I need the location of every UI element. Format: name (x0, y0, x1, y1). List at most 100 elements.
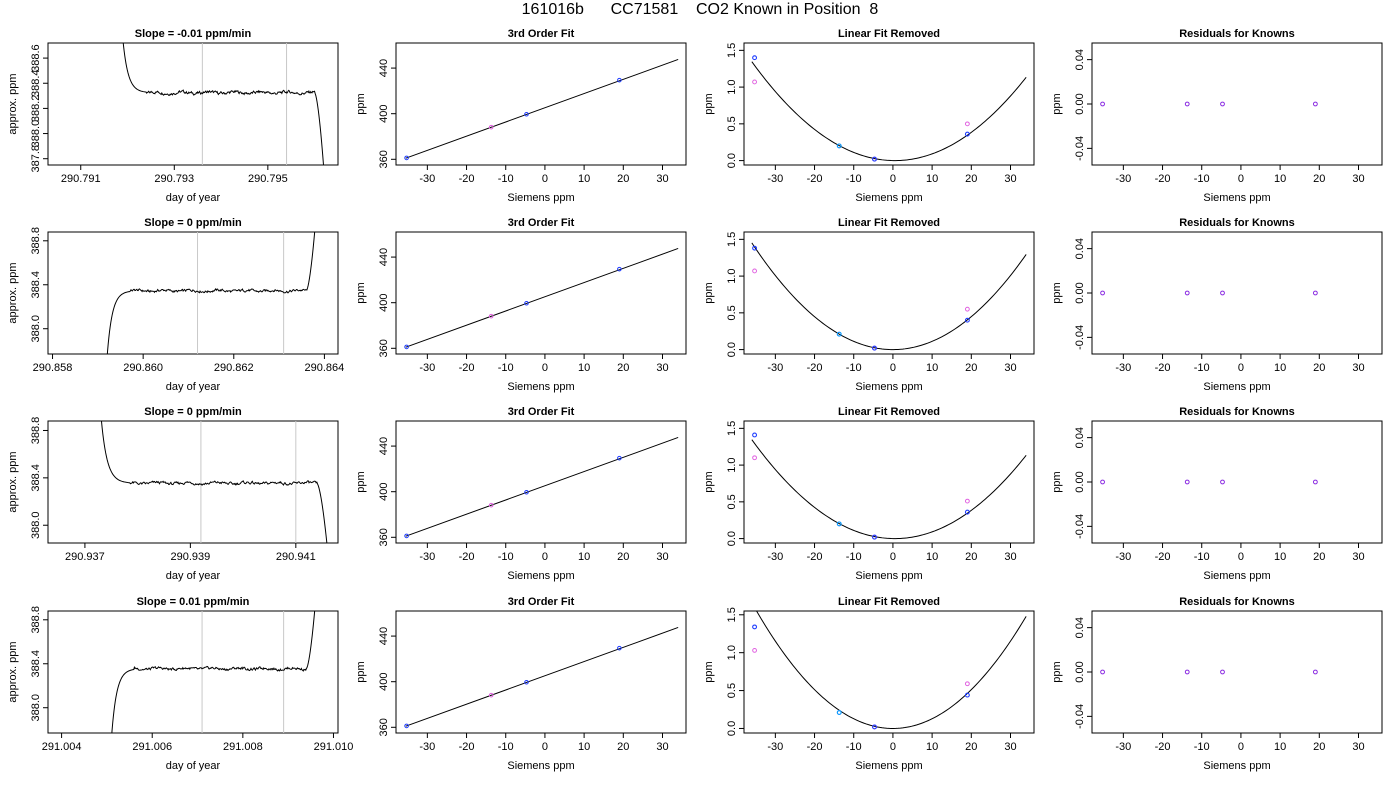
x-tick-label: 10 (1274, 362, 1286, 374)
y-tick-label: 0.0 (726, 721, 738, 736)
x-tick-label: 290.795 (248, 173, 288, 185)
x-axis-label: Siemens ppm (855, 192, 922, 204)
fit-point (836, 331, 842, 337)
residual-point (1312, 669, 1318, 675)
x-tick-label: 0 (1238, 741, 1244, 753)
residual-point (1220, 669, 1225, 675)
x-tick-label: 30 (1004, 741, 1016, 753)
known-point (964, 498, 970, 504)
y-tick-label: 388.6 (30, 44, 42, 72)
linear-removed-panel-1: Linear Fit Removed -30 -20 -10 0 10 20 30 0.0 0.5… (703, 28, 1035, 204)
y-axis-label: approx. ppm (7, 641, 19, 702)
known-point (752, 648, 757, 653)
x-tick-label: 290.941 (276, 551, 316, 563)
x-tick-label: -10 (846, 551, 862, 563)
x-tick-label: -30 (1115, 362, 1131, 374)
plot-frame (47, 610, 339, 734)
x-tick-label: -30 (767, 551, 783, 563)
x-tick-label: 0 (1238, 173, 1244, 185)
known-point (752, 79, 757, 85)
fit-panel-1: 3rd Order Fit -30 -20 -10 0 10 20 30 360 400 440 Si… (355, 28, 687, 204)
plot-frame (743, 610, 1035, 734)
timeseries-panel-3: Slope = 0 ppm/min 290.937 290.939 290.941 38… (7, 406, 339, 582)
x-tick-label: 30 (1352, 173, 1364, 185)
y-tick-label: 440 (378, 437, 390, 455)
fit-point (488, 502, 494, 508)
y-tick-label: 387.8 (30, 145, 42, 173)
fit-point (836, 521, 842, 527)
x-tick-label: -10 (498, 551, 514, 563)
x-tick-label: 20 (965, 173, 977, 185)
y-axis-label: ppm (703, 661, 715, 682)
quadratic-curve (751, 61, 1027, 162)
fit-point (752, 55, 758, 61)
concentration-trace (122, 43, 324, 165)
x-tick-label: -20 (807, 173, 823, 185)
timeseries-panel-1: Slope = -0.01 ppm/min 290.791 290.793 290.7… (7, 28, 339, 204)
y-tick-label: 1.0 (726, 645, 738, 660)
x-tick-label: -30 (419, 551, 435, 563)
x-tick-label: -10 (498, 741, 514, 753)
y-axis-label: approx. ppm (7, 262, 19, 323)
known-point (964, 681, 970, 687)
x-tick-label: -20 (1155, 551, 1171, 563)
y-tick-label: 0.00 (1074, 93, 1086, 114)
plot-frame (1091, 420, 1383, 544)
residual-point (1184, 479, 1190, 485)
y-tick-label: 388.0 (30, 315, 42, 343)
x-axis-label: Siemens ppm (507, 381, 574, 393)
fit-point (524, 489, 529, 495)
y-tick-label: 440 (378, 59, 390, 77)
x-tick-label: -30 (1115, 741, 1131, 753)
x-axis-label: Siemens ppm (507, 760, 574, 772)
x-axis-label: day of year (166, 381, 221, 393)
y-axis-label: approx. ppm (7, 451, 19, 512)
y-tick-label: 388.8 (30, 227, 42, 255)
y-tick-label: 388.8 (30, 417, 42, 445)
panel-title: Slope = -0.01 ppm/min (135, 28, 252, 40)
x-axis-label: Siemens ppm (1203, 570, 1270, 582)
x-axis-label: day of year (166, 192, 221, 204)
panel-title: Residuals for Knowns (1179, 28, 1295, 40)
x-tick-label: 10 (578, 173, 590, 185)
quadratic-curve (751, 439, 1027, 540)
residual-point (1220, 290, 1225, 296)
fit-point (836, 143, 842, 149)
fit-point (964, 509, 970, 515)
plot-frame (47, 42, 339, 166)
y-tick-label: 1.5 (726, 232, 738, 247)
fit-point (872, 345, 877, 351)
x-tick-label: 30 (656, 741, 668, 753)
x-tick-label: -10 (498, 362, 514, 374)
x-tick-label: 20 (1313, 173, 1325, 185)
x-tick-label: 30 (1004, 173, 1016, 185)
residual-point (1220, 479, 1225, 485)
y-tick-label: 440 (378, 627, 390, 645)
y-tick-label: 388.0 (30, 511, 42, 539)
fit-point (964, 692, 970, 698)
fit-point (488, 692, 494, 698)
fit-curve (405, 436, 679, 537)
panel-title: Residuals for Knowns (1179, 406, 1295, 418)
y-tick-label: 1.5 (726, 421, 738, 436)
residual-point (1100, 101, 1105, 107)
x-tick-label: 0 (890, 741, 896, 753)
y-tick-label: 388.4 (30, 464, 42, 492)
panel-title: Linear Fit Removed (838, 596, 940, 608)
fit-panel-4: 3rd Order Fit -30 -20 -10 0 10 20 30 360 400 440 Si… (355, 596, 687, 772)
plot-frame (47, 231, 339, 355)
y-tick-label: 0.04 (1074, 49, 1086, 70)
x-tick-label: 290.862 (214, 362, 254, 374)
fit-point (617, 77, 622, 83)
residual-point (1184, 290, 1190, 296)
x-axis-label: Siemens ppm (1203, 192, 1270, 204)
x-tick-label: 20 (965, 551, 977, 563)
x-tick-label: -30 (1115, 173, 1131, 185)
linear-removed-panel-2: Linear Fit Removed -30 -20 -10 0 10 20 30 0.0 0.5… (703, 217, 1035, 393)
y-tick-label: 388.4 (30, 650, 42, 678)
plot-frame (743, 231, 1035, 355)
y-tick-label: 0.00 (1074, 471, 1086, 492)
x-tick-label: 0 (542, 173, 548, 185)
fit-point (617, 645, 622, 651)
fit-point (488, 124, 494, 130)
